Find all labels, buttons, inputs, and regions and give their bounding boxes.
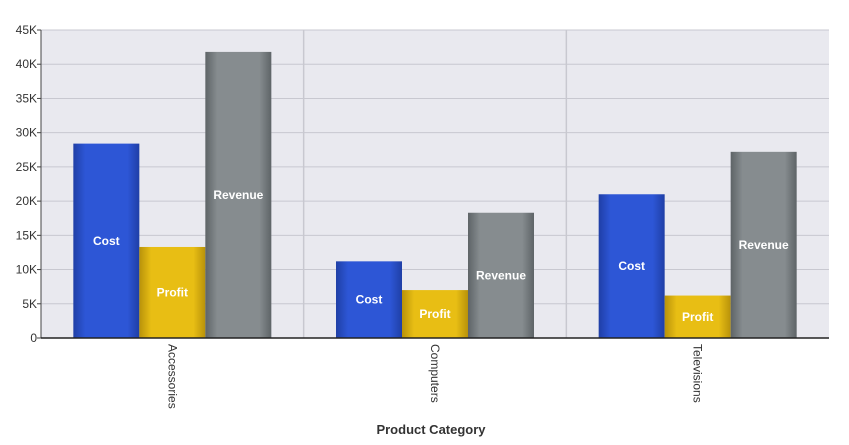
y-tick-label: 45K (16, 23, 37, 37)
bar-cost-computers[interactable] (336, 261, 402, 338)
category-labels: Accessories Computers Televisions (165, 344, 704, 409)
category-label-televisions: Televisions (691, 344, 705, 403)
bar-label-revenue: Revenue (739, 238, 789, 252)
category-label-computers: Computers (428, 344, 442, 403)
bar-label-profit: Profit (157, 285, 188, 299)
y-tick-label: 30K (16, 126, 37, 140)
bar-revenue-accessories[interactable] (205, 51, 272, 338)
y-tick-label: 40K (16, 57, 37, 71)
bar-profit-computers[interactable] (402, 290, 468, 338)
bar-revenue-computers[interactable] (468, 212, 534, 338)
y-tick-label: 20K (16, 194, 37, 208)
bar-label-profit: Profit (419, 307, 450, 321)
x-axis-title: Product Category (376, 422, 486, 437)
bar-label-revenue: Revenue (476, 268, 526, 282)
y-tick-label: 10K (16, 263, 37, 277)
bar-label-profit: Profit (682, 310, 713, 324)
bar-cost-accessories[interactable] (73, 143, 140, 338)
axes (40, 30, 829, 339)
y-tick-label: 5K (22, 297, 37, 311)
y-tick-labels: 0 5K 10K 15K 20K 25K 30K 35K 40K 45K (16, 23, 41, 345)
y-tick-label: 35K (16, 91, 37, 105)
bar-label-revenue: Revenue (213, 188, 263, 202)
bar-label-cost: Cost (93, 234, 120, 248)
bars: Cost Profit Revenue Cost Profit Revenue Cost Pr… (73, 51, 797, 338)
gridlines (41, 29, 829, 338)
bar-profit-accessories[interactable] (139, 246, 206, 338)
y-tick-label: 15K (16, 228, 37, 242)
category-label-accessories: Accessories (165, 344, 179, 409)
bar-revenue-televisions[interactable] (730, 151, 797, 338)
bar-profit-televisions[interactable] (664, 295, 731, 338)
bar-label-cost: Cost (356, 293, 383, 307)
bar-label-cost: Cost (618, 259, 645, 273)
y-tick-label: 25K (16, 160, 37, 174)
y-tick-label: 0 (30, 331, 37, 345)
bar-cost-televisions[interactable] (598, 194, 665, 338)
